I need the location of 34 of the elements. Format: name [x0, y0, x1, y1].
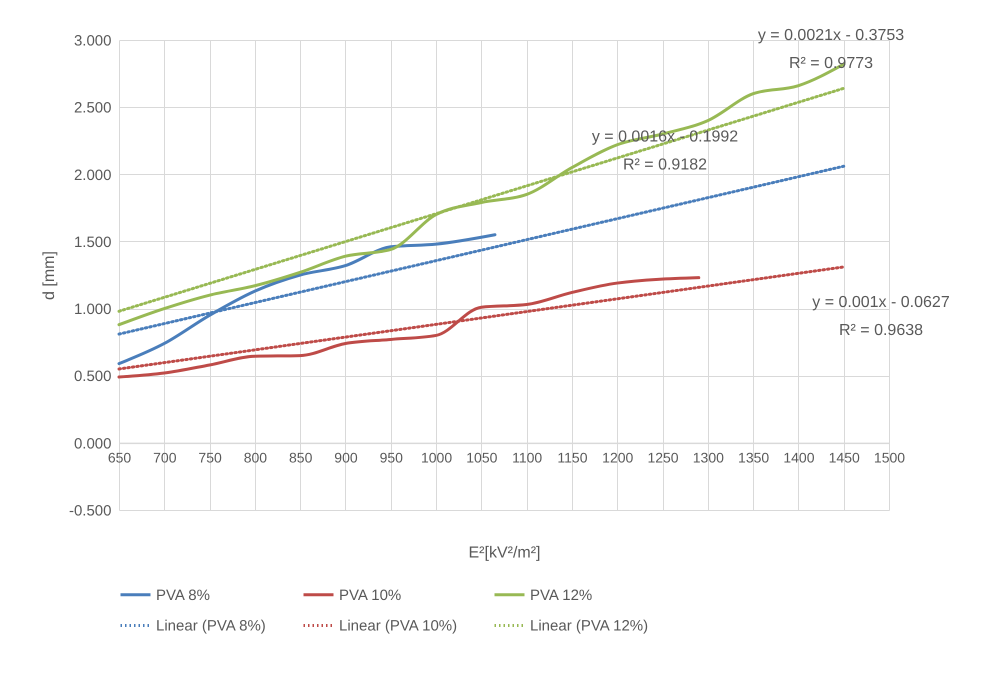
legend-label: PVA 8% [156, 586, 210, 604]
x-axis-title: E²[kV²/m²] [468, 544, 540, 562]
x-tick-label: 1000 [420, 449, 452, 466]
legend-label: PVA 10% [339, 586, 402, 604]
x-tick-label: 1450 [828, 449, 860, 466]
x-tick-label: 700 [153, 449, 177, 466]
y-tick-label: 1.000 [74, 301, 112, 318]
legend-label: PVA 12% [530, 586, 592, 604]
x-tick-label: 850 [288, 449, 313, 466]
x-tick-label: 950 [380, 449, 404, 466]
x-tick-label: 900 [334, 449, 358, 466]
y-tick-label: 1.500 [74, 234, 112, 251]
annotation: y = 0.0021x - 0.3753 R² = 0.9773 [758, 26, 904, 72]
y-tick-label: -0.500 [68, 502, 112, 520]
x-tick-label: 1050 [466, 449, 498, 466]
x-tick-label: 750 [198, 449, 222, 466]
legend-label: Linear (PVA 12%) [530, 618, 648, 634]
y-tick-label: 0.500 [74, 368, 112, 386]
y-axis-title: d [mm] [40, 251, 58, 300]
x-tick-label: 1150 [557, 449, 588, 466]
x-tick-label: 1400 [783, 449, 815, 466]
y-tick-label: 2.500 [74, 100, 112, 117]
x-tick-label: 1350 [738, 449, 770, 466]
x-tick-label: 800 [244, 449, 268, 466]
x-tick-label: 1200 [602, 449, 634, 466]
x-tick-label: 1500 [874, 449, 906, 466]
legend-label: Linear (PVA 8%) [156, 618, 266, 634]
x-tick-label: 1250 [647, 449, 679, 466]
y-tick-label: 2.000 [74, 166, 112, 184]
x-tick-label: 1300 [692, 449, 724, 466]
x-tick-label: 1100 [512, 449, 542, 466]
y-tick-label: 3.000 [74, 32, 112, 50]
annotation: y = 0.001x - 0.0627 R² = 0.9638 [812, 294, 950, 339]
legend-label: Linear (PVA 10%) [339, 618, 458, 634]
